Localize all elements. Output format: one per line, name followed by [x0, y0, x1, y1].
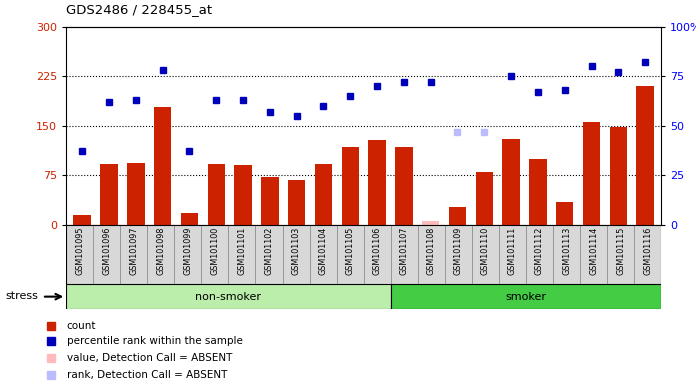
Bar [93, 225, 120, 284]
Bar [127, 163, 145, 225]
Bar [207, 164, 225, 225]
Bar [74, 215, 91, 225]
Bar [228, 225, 255, 284]
Bar [368, 140, 386, 225]
Bar [422, 221, 439, 225]
Bar [390, 225, 418, 284]
Bar [607, 225, 634, 284]
Bar [261, 177, 278, 225]
Bar [580, 225, 607, 284]
Text: GSM101115: GSM101115 [616, 227, 625, 275]
Text: GSM101113: GSM101113 [562, 227, 571, 275]
Bar [445, 225, 472, 284]
Bar [288, 180, 306, 225]
Bar [148, 225, 174, 284]
Bar [390, 284, 661, 309]
Bar [174, 225, 201, 284]
Text: GSM101095: GSM101095 [75, 227, 84, 275]
Text: count: count [67, 321, 96, 331]
Text: rank, Detection Call = ABSENT: rank, Detection Call = ABSENT [67, 371, 227, 381]
Text: GSM101099: GSM101099 [183, 227, 192, 275]
Text: GSM101114: GSM101114 [589, 227, 598, 275]
Bar [636, 86, 654, 225]
Bar [472, 225, 499, 284]
Bar [529, 159, 546, 225]
Bar [100, 164, 118, 225]
Bar [255, 225, 283, 284]
Text: GSM101105: GSM101105 [346, 227, 355, 275]
Text: percentile rank within the sample: percentile rank within the sample [67, 336, 243, 346]
Bar [475, 172, 493, 225]
Text: stress: stress [6, 291, 38, 301]
Text: GSM101103: GSM101103 [292, 227, 301, 275]
Text: non-smoker: non-smoker [196, 291, 262, 302]
Bar [449, 207, 466, 225]
Text: GSM101112: GSM101112 [535, 227, 544, 275]
Text: GSM101107: GSM101107 [400, 227, 409, 275]
Text: GSM101111: GSM101111 [508, 227, 517, 275]
Text: GSM101097: GSM101097 [129, 227, 139, 275]
Text: GSM101098: GSM101098 [157, 227, 165, 275]
Bar [154, 107, 171, 225]
Bar [315, 164, 332, 225]
Bar [363, 225, 390, 284]
Text: GSM101116: GSM101116 [643, 227, 652, 275]
Bar [418, 225, 445, 284]
Bar [526, 225, 553, 284]
Bar [181, 213, 198, 225]
Text: value, Detection Call = ABSENT: value, Detection Call = ABSENT [67, 353, 232, 363]
Text: GSM101100: GSM101100 [210, 227, 219, 275]
Text: GSM101109: GSM101109 [454, 227, 463, 275]
Text: GSM101108: GSM101108 [427, 227, 436, 275]
Text: GSM101101: GSM101101 [237, 227, 246, 275]
Bar [235, 166, 252, 225]
Text: GSM101104: GSM101104 [319, 227, 328, 275]
Bar [556, 202, 574, 225]
Bar [634, 225, 661, 284]
Bar [342, 147, 359, 225]
Bar [553, 225, 580, 284]
Bar [503, 139, 520, 225]
Bar [610, 127, 627, 225]
Bar [120, 225, 148, 284]
Bar [310, 225, 337, 284]
Text: smoker: smoker [505, 291, 546, 302]
Text: GSM101102: GSM101102 [264, 227, 274, 275]
Text: GSM101096: GSM101096 [102, 227, 111, 275]
Bar [337, 225, 364, 284]
Bar [395, 147, 413, 225]
Bar [499, 225, 526, 284]
Bar [583, 122, 600, 225]
Text: GSM101110: GSM101110 [481, 227, 490, 275]
Bar [201, 225, 228, 284]
Bar [66, 225, 93, 284]
Bar [66, 284, 390, 309]
Text: GDS2486 / 228455_at: GDS2486 / 228455_at [66, 3, 212, 17]
Text: GSM101106: GSM101106 [372, 227, 381, 275]
Bar [283, 225, 310, 284]
